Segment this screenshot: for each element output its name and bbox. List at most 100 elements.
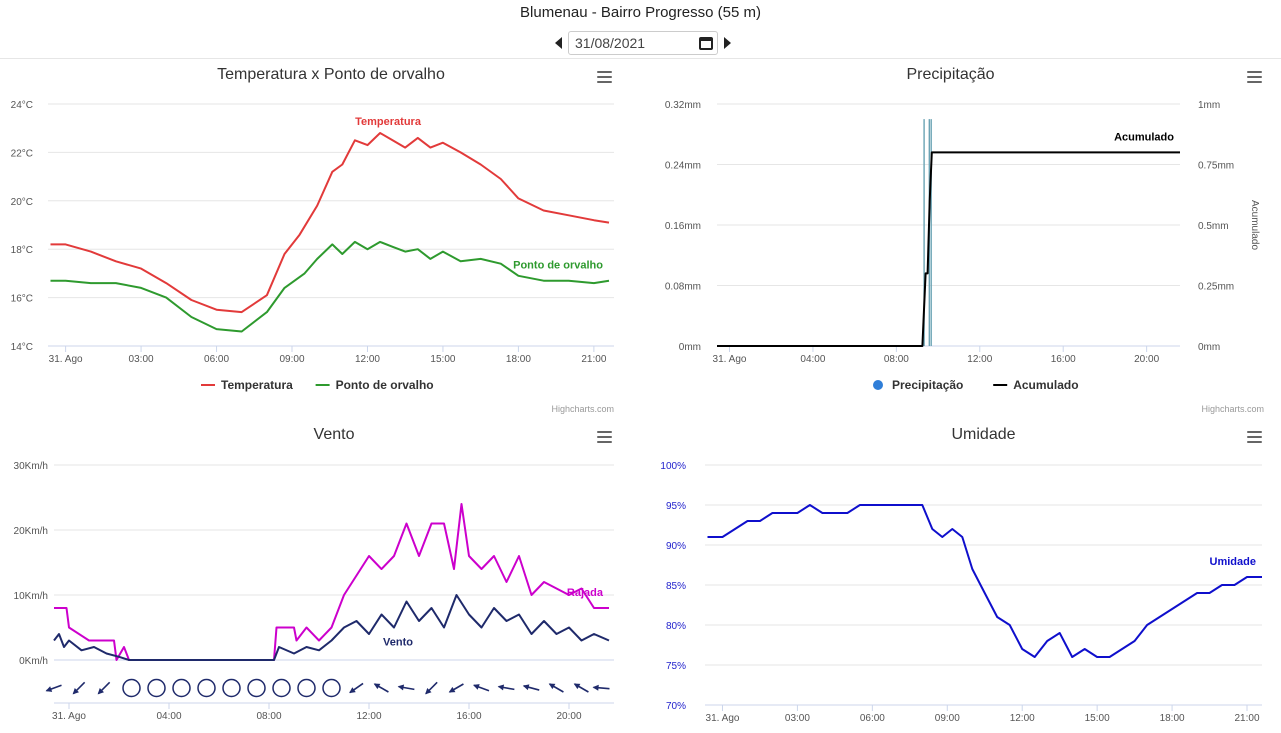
- x-tick-label: 15:00: [1085, 713, 1110, 724]
- series-label: Temperatura: [355, 116, 422, 128]
- x-tick-label: 31. Ago: [52, 711, 86, 722]
- arrow-head: [497, 684, 505, 691]
- credits-link[interactable]: Highcharts.com: [1201, 404, 1264, 414]
- legend-item[interactable]: Precipitação: [873, 378, 963, 392]
- y-tick-label: 75%: [666, 661, 686, 672]
- y-tick-label: 18°C: [11, 245, 33, 256]
- x-tick-label: 15:00: [430, 354, 455, 365]
- x-tick-label: 20:00: [556, 711, 581, 722]
- wind-direction-arrow-icon: [97, 681, 111, 695]
- wind-direction-arrow-icon: [573, 683, 589, 693]
- vento-series: [53, 594, 610, 661]
- x-tick-label: 12:00: [1010, 713, 1035, 724]
- series-label: Vento: [383, 637, 413, 649]
- x-tick-label: 08:00: [884, 354, 909, 365]
- y-tick-label: 100%: [660, 461, 686, 472]
- humidity-chart-panel: Umidade 70% 75% 80% 85% 90% 95% 100% 31. Ago 03:0…: [640, 418, 1280, 733]
- precipitation-menu-icon[interactable]: [1247, 71, 1262, 83]
- header-divider: [0, 58, 1281, 59]
- arrow-head: [397, 684, 405, 691]
- arrow-head: [573, 683, 581, 690]
- wind-direction-arrow-icon: [448, 683, 464, 693]
- y2-tick-label: 1mm: [1198, 100, 1220, 111]
- wind-chart: Vento 0Km/h 10Km/h 20Km/h 30Km/h 31. Ago 04:00…: [14, 426, 614, 722]
- arrow-head: [448, 686, 456, 693]
- x-tick-label: 04:00: [800, 354, 825, 365]
- x-tick-label: 31. Ago: [713, 354, 747, 365]
- y-tick-label: 20Km/h: [14, 526, 48, 537]
- chart-title: Temperatura x Ponto de orvalho: [217, 66, 445, 83]
- arrow-head: [45, 686, 53, 692]
- y-tick-label: 80%: [666, 621, 686, 632]
- legend-label: Precipitação: [892, 378, 963, 392]
- precipitation-chart: Precipitação 0mm 0.08mm 0.16mm 0.24mm 0.32mm 0…: [665, 66, 1264, 414]
- wind-direction-arrow-icon: [522, 684, 540, 691]
- wind-direction-arrow-icon: [349, 682, 364, 694]
- x-tick-label: 20:00: [1134, 354, 1159, 365]
- previous-day-icon[interactable]: [555, 37, 562, 49]
- credits-link[interactable]: Highcharts.com: [551, 404, 614, 414]
- arrow-head: [349, 687, 356, 694]
- date-value: 31/08/2021: [575, 35, 646, 51]
- arrow-head: [97, 688, 104, 695]
- x-tick-label: 12:00: [355, 354, 380, 365]
- next-day-icon[interactable]: [724, 37, 731, 49]
- y2-tick-label: 0.5mm: [1198, 221, 1229, 232]
- y-tick-label: 0.08mm: [665, 282, 701, 293]
- umidade-series: [707, 504, 1262, 658]
- x-tick-label: 12:00: [967, 354, 992, 365]
- calm-wind-icon: [272, 678, 291, 698]
- y-tick-label: 0mm: [679, 342, 701, 353]
- temperature-menu-icon[interactable]: [597, 71, 612, 83]
- y-tick-label: 0.16mm: [665, 221, 701, 232]
- legend-label: Acumulado: [1013, 378, 1078, 392]
- legend-item[interactable]: Ponto de orvalho: [315, 378, 434, 392]
- arrow-head: [373, 683, 381, 690]
- y-tick-label: 0.24mm: [665, 161, 701, 172]
- x-tick-label: 08:00: [256, 711, 281, 722]
- x-tick-label: 04:00: [156, 711, 181, 722]
- x-tick-label: 06:00: [204, 354, 229, 365]
- y-tick-label: 0Km/h: [19, 656, 48, 667]
- x-tick-label: 18:00: [506, 354, 531, 365]
- wind-chart-panel: Vento 0Km/h 10Km/h 20Km/h 30Km/h 31. Ago 04:00…: [0, 418, 640, 733]
- y-tick-label: 95%: [666, 501, 686, 512]
- wind-direction-arrow-icon: [592, 684, 610, 691]
- x-tick-label: 16:00: [456, 711, 481, 722]
- x-tick-label: 31. Ago: [49, 354, 83, 365]
- arrow-head: [522, 684, 530, 691]
- rajada-series: [54, 503, 609, 661]
- y-tick-label: 16°C: [11, 294, 33, 305]
- date-input[interactable]: 31/08/2021: [568, 31, 718, 55]
- y-tick-label: 22°C: [11, 148, 33, 159]
- arrow-head: [548, 683, 556, 690]
- y-tick-label: 14°C: [11, 342, 33, 353]
- humidity-chart: Umidade 70% 75% 80% 85% 90% 95% 100% 31. Ago 03:0…: [660, 426, 1262, 724]
- y2-tick-label: 0.75mm: [1198, 161, 1234, 172]
- wind-menu-icon[interactable]: [597, 431, 612, 443]
- humidity-menu-icon[interactable]: [1247, 431, 1262, 443]
- y-tick-label: 24°C: [11, 100, 33, 111]
- y-tick-label: 70%: [666, 701, 686, 712]
- wind-direction-arrow-icon: [397, 684, 415, 691]
- series-label: Ponto de orvalho: [513, 260, 603, 272]
- calendar-icon[interactable]: [699, 36, 713, 50]
- wind-direction-arrow-icon: [548, 683, 564, 693]
- y-tick-label: 20°C: [11, 197, 33, 208]
- legend-item[interactable]: Temperatura: [201, 378, 293, 392]
- chart-title: Vento: [314, 426, 355, 443]
- calm-wind-icon: [122, 678, 141, 698]
- wind-direction-arrow-icon: [373, 683, 389, 693]
- series-label: Rajada: [567, 587, 604, 599]
- x-tick-label: 12:00: [356, 711, 381, 722]
- y2-tick-label: 0mm: [1198, 342, 1220, 353]
- series-label: Umidade: [1210, 556, 1256, 568]
- calm-wind-icon: [197, 678, 216, 698]
- calm-wind-icon: [297, 678, 316, 698]
- y-tick-label: 90%: [666, 541, 686, 552]
- legend-item[interactable]: Acumulado: [993, 378, 1079, 392]
- calm-wind-icon: [322, 678, 341, 698]
- station-title: Blumenau - Bairro Progresso (55 m): [520, 4, 761, 21]
- x-tick-label: 31. Ago: [706, 713, 740, 724]
- x-tick-label: 18:00: [1160, 713, 1185, 724]
